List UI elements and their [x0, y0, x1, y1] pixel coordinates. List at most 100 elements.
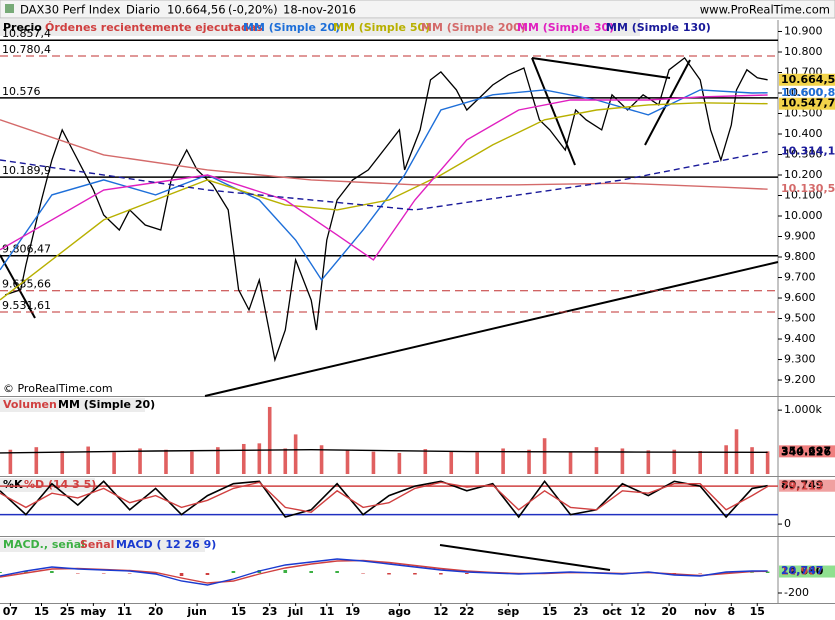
- x-tick-label: 20: [661, 605, 677, 618]
- bar: [257, 443, 262, 474]
- level-label: 10.857,4: [2, 27, 51, 40]
- series-line: [4, 56, 768, 363]
- value-badge: [779, 565, 835, 578]
- x-tick-label: 22: [459, 605, 474, 618]
- x-tick-label: jul: [287, 605, 303, 618]
- legend-note: Órdenes recientemente ejecutadas: [45, 21, 263, 34]
- panel-label: Volumen: [3, 398, 57, 411]
- bar: [620, 448, 625, 474]
- bar: [527, 449, 531, 474]
- histogram-bar: [0, 572, 2, 573]
- bar: [86, 446, 90, 474]
- y-tick-label: 10.400: [784, 127, 823, 140]
- y-tick-label: 1.000k: [784, 403, 822, 416]
- y-tick-label: -200: [784, 586, 809, 599]
- legend-entry: MM (Simple 130): [606, 21, 711, 34]
- y-tick-label: 9.600: [784, 291, 816, 304]
- level-label: 9.806,47: [2, 243, 51, 256]
- bar: [293, 434, 298, 474]
- bar: [60, 451, 65, 474]
- bar: [672, 449, 677, 474]
- bar: [34, 447, 39, 474]
- histogram-bar: [205, 573, 210, 575]
- y-tick-label: 9.200: [784, 373, 816, 386]
- y-tick-label: 10.900: [784, 24, 823, 37]
- y-tick-label: 10.800: [784, 45, 823, 58]
- bar: [449, 451, 454, 474]
- x-tick-label: 19: [345, 605, 360, 618]
- y-tick-label: 10.100: [784, 189, 823, 202]
- series-line: [0, 102, 768, 301]
- histogram-bar: [465, 573, 469, 574]
- bar: [423, 449, 428, 474]
- bar: [241, 443, 246, 474]
- value-badge: [779, 479, 835, 492]
- histogram-bar: [698, 573, 702, 574]
- panel-label: Precio: [3, 21, 42, 34]
- y-tick-label: 10.300: [784, 147, 823, 160]
- histogram-bar: [439, 573, 443, 575]
- last-value-label: 340.226: [781, 445, 831, 458]
- legend-entry: MM (Simple 30): [517, 21, 614, 34]
- last-price: 10.664,56: [167, 3, 226, 17]
- x-tick-label: 15: [542, 605, 557, 618]
- x-tick-label: 23: [262, 605, 277, 618]
- value-badge: [779, 73, 835, 86]
- series-line: [0, 94, 768, 261]
- legend-entry: MM (Simple 200): [421, 21, 526, 34]
- bar: [216, 447, 220, 474]
- bar: [397, 452, 402, 474]
- histogram-bar: [231, 571, 236, 573]
- histogram-bar: [750, 572, 754, 573]
- legend-bar: [0, 538, 205, 552]
- bar: [319, 445, 324, 474]
- histogram-bar: [309, 571, 313, 573]
- x-tick-label: oct: [602, 605, 621, 618]
- last-value-label: 80,749: [781, 479, 823, 492]
- legend-bar: [0, 398, 145, 412]
- x-tick-label: nov: [694, 605, 717, 618]
- x-tick-label: 8: [727, 605, 735, 618]
- x-tick-label: may: [81, 605, 107, 618]
- last-value-label: 14,680: [781, 565, 824, 578]
- bar: [724, 445, 728, 474]
- bar: [345, 449, 350, 474]
- bar: [8, 449, 13, 474]
- series-line: [0, 558, 768, 586]
- histogram-bar: [24, 571, 28, 573]
- level-label: 10.780,4: [2, 43, 51, 56]
- histogram-bar: [101, 573, 106, 574]
- level-label: 10.576: [2, 85, 41, 98]
- series-line: [0, 89, 768, 282]
- legend-entry: MACD ( 12 26 9): [116, 538, 216, 551]
- x-tick-label: 25: [60, 605, 75, 618]
- x-tick-label: 12: [433, 605, 448, 618]
- date: 18-nov-2016: [283, 3, 356, 17]
- trendline: [439, 544, 611, 571]
- bar: [371, 451, 376, 474]
- bar: [698, 451, 702, 474]
- level-label: 9.531,61: [2, 299, 51, 312]
- bar: [190, 451, 194, 474]
- last-value-label: 10.600,89: [781, 86, 835, 99]
- bar: [594, 447, 599, 474]
- bar: [568, 451, 573, 474]
- last-value-label: 10.547,70: [781, 97, 835, 110]
- histogram-bar: [335, 571, 339, 573]
- y-tick-label: 10.600: [784, 86, 823, 99]
- legend-entry: MACD., señal: [3, 538, 85, 551]
- y-tick-label: 10.200: [784, 168, 823, 181]
- y-tick-label: 9.900: [784, 230, 816, 243]
- period: Diario: [126, 3, 160, 17]
- x-tick-label: 15: [750, 605, 765, 618]
- y-tick-label: 9.500: [784, 312, 816, 325]
- last-value-label: 10.314,11: [781, 145, 835, 158]
- histogram-bar: [127, 573, 132, 574]
- x-tick-label: 23: [573, 605, 588, 618]
- histogram-bar: [76, 573, 80, 574]
- level-label: 10.189,9: [2, 164, 51, 177]
- y-tick-label: 0: [784, 517, 791, 530]
- title-bar: [0, 0, 835, 19]
- bar: [475, 452, 479, 474]
